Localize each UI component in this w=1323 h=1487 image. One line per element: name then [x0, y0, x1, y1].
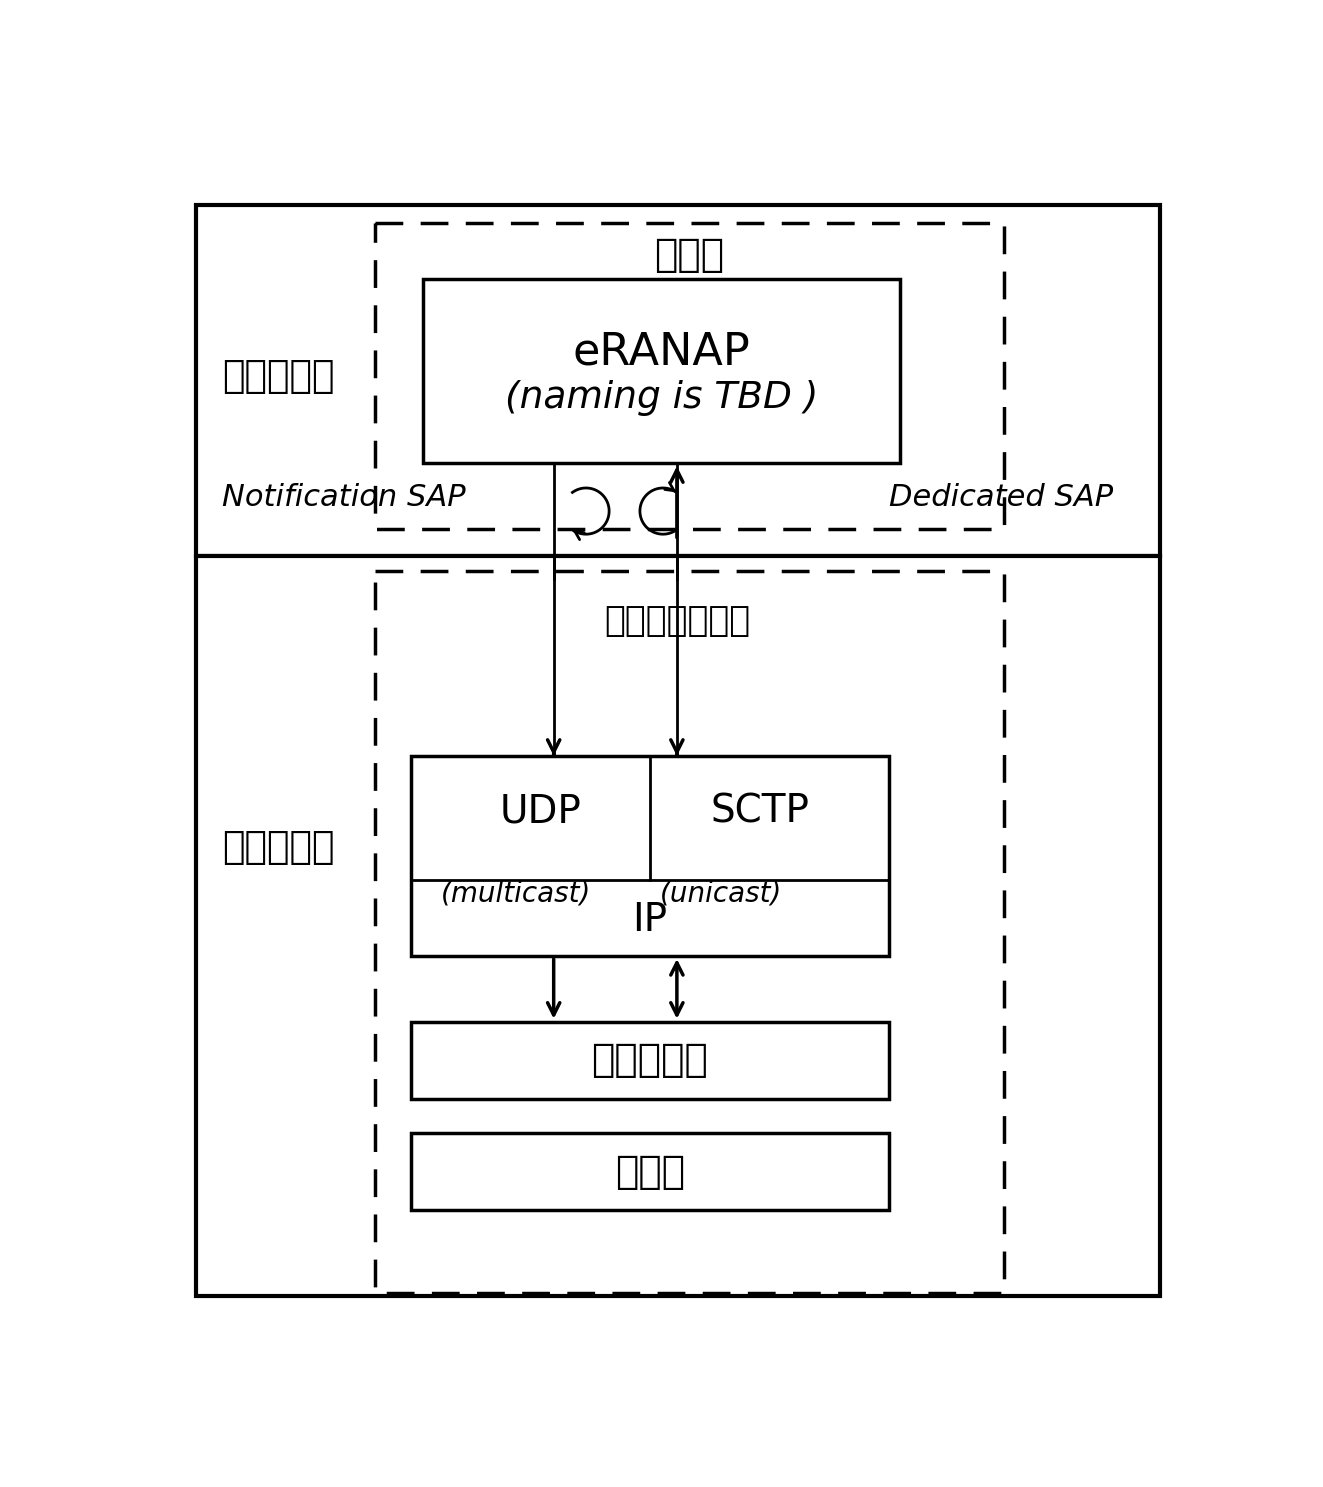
Text: (unicast): (unicast): [660, 880, 783, 907]
Text: IP: IP: [632, 901, 668, 940]
Bar: [374, 223, 1004, 529]
Text: (naming is TBD ): (naming is TBD ): [505, 379, 818, 416]
Bar: [411, 1133, 889, 1210]
Text: 控制面: 控制面: [655, 236, 725, 275]
Text: eRANAP: eRANAP: [573, 330, 750, 373]
Text: (multicast): (multicast): [441, 880, 591, 907]
Text: Dedicated SAP: Dedicated SAP: [889, 483, 1113, 513]
Text: SCTP: SCTP: [710, 793, 810, 831]
Text: 数据链路层: 数据链路层: [591, 1041, 708, 1080]
Text: 传输网络层: 传输网络层: [222, 830, 335, 867]
Text: 物理层: 物理层: [615, 1152, 685, 1191]
Bar: [196, 556, 1160, 1297]
Bar: [423, 278, 900, 464]
Bar: [196, 205, 1160, 556]
Text: UDP: UDP: [499, 793, 581, 831]
Bar: [411, 755, 889, 956]
Bar: [374, 571, 1004, 1292]
Text: 无线网络层: 无线网络层: [222, 358, 335, 396]
Text: Notification SAP: Notification SAP: [221, 483, 466, 513]
Bar: [411, 1022, 889, 1099]
Text: 传输网络用户面: 传输网络用户面: [603, 604, 750, 638]
